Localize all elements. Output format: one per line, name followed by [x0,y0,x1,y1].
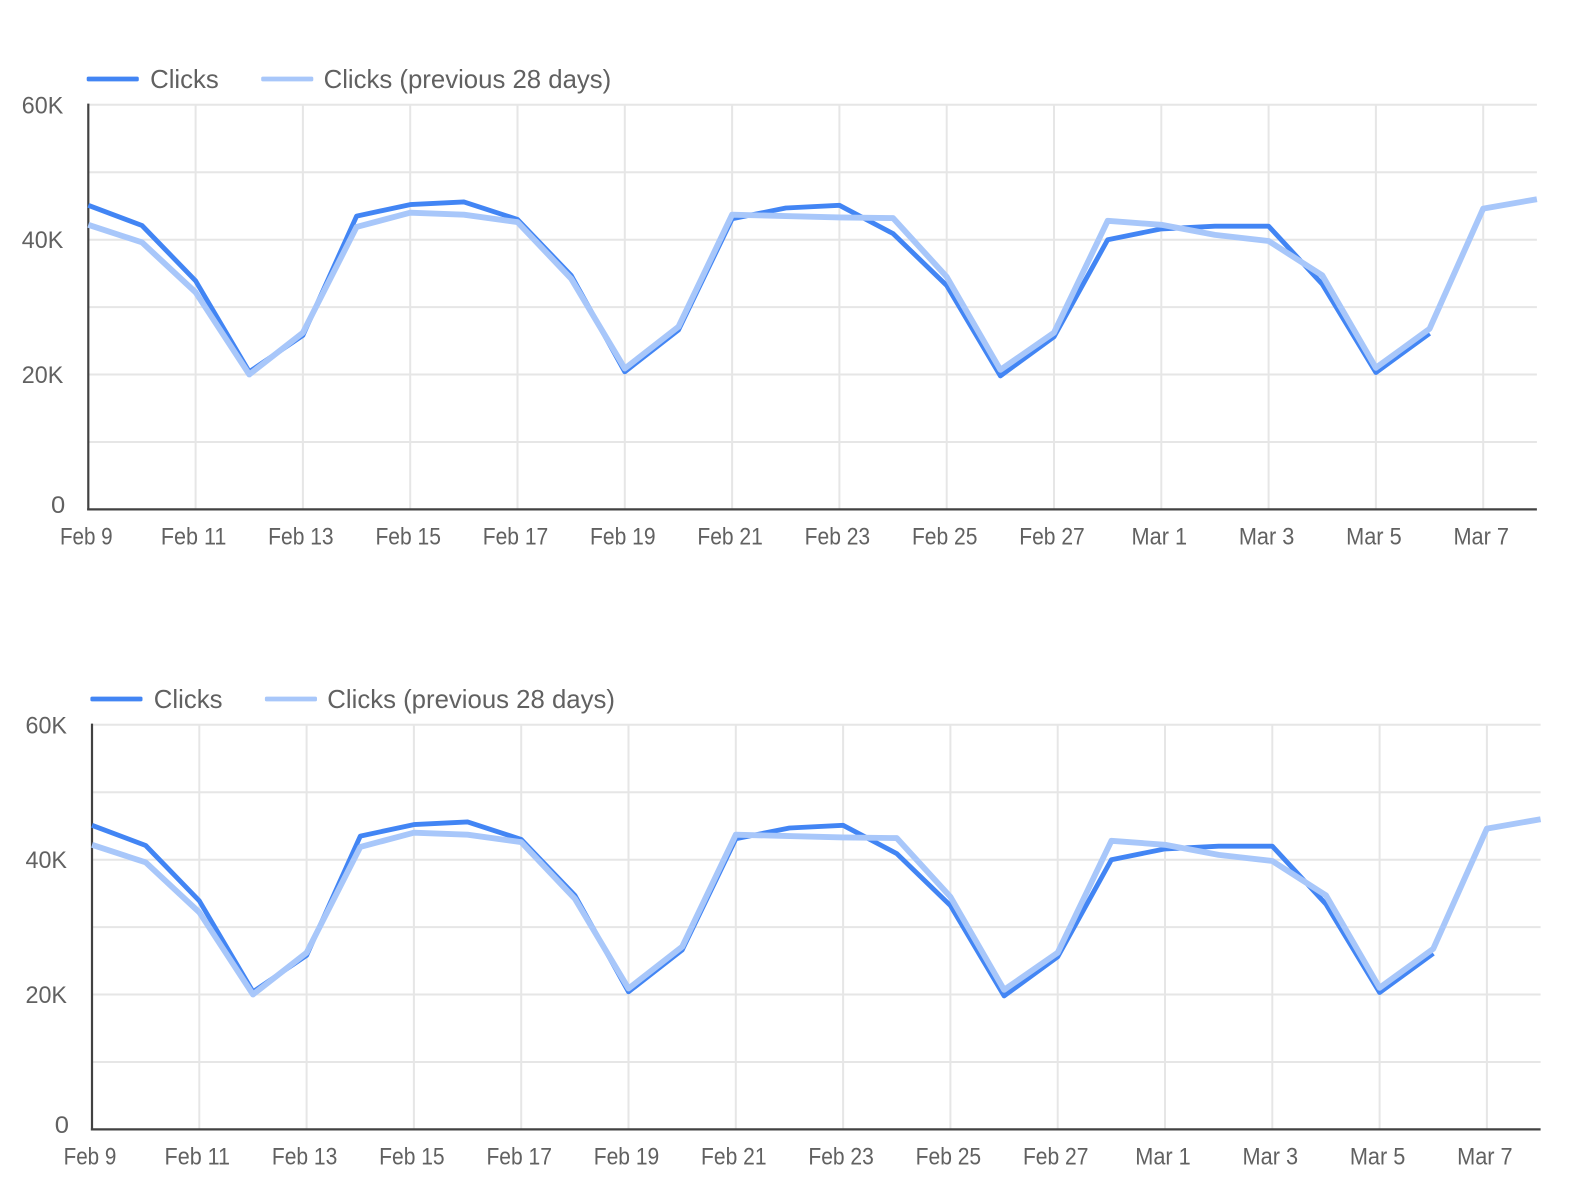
svg-text:Mar 7: Mar 7 [1457,1144,1513,1171]
svg-text:Feb 15: Feb 15 [379,1144,445,1171]
svg-text:Feb 25: Feb 25 [916,1144,982,1171]
svg-text:Clicks (previous 28 days): Clicks (previous 28 days) [324,66,612,94]
svg-text:Feb 13: Feb 13 [272,1144,338,1171]
svg-text:Clicks: Clicks [150,66,219,94]
svg-text:Mar 1: Mar 1 [1135,1144,1191,1171]
svg-text:Clicks: Clicks [154,686,223,714]
svg-text:Feb 21: Feb 21 [701,1144,767,1171]
svg-text:40K: 40K [25,847,66,874]
svg-text:Feb 25: Feb 25 [912,524,978,551]
svg-text:0: 0 [55,1112,69,1139]
svg-text:Feb 9: Feb 9 [60,524,113,551]
svg-text:Mar 7: Mar 7 [1453,524,1509,551]
svg-text:Feb 19: Feb 19 [590,524,656,551]
svg-text:Mar 5: Mar 5 [1350,1144,1406,1171]
svg-text:Feb 13: Feb 13 [268,524,334,551]
svg-text:Mar 1: Mar 1 [1132,524,1188,551]
svg-text:Feb 21: Feb 21 [697,524,763,551]
svg-text:Feb 19: Feb 19 [594,1144,660,1171]
svg-text:60K: 60K [22,92,64,119]
svg-text:20K: 20K [22,362,64,389]
svg-text:Clicks (previous 28 days): Clicks (previous 28 days) [327,686,615,714]
svg-text:Mar 3: Mar 3 [1243,1144,1299,1171]
svg-text:Feb 11: Feb 11 [161,524,227,551]
svg-text:0: 0 [51,492,65,519]
svg-text:20K: 20K [25,982,66,1009]
svg-text:Mar 5: Mar 5 [1346,524,1402,551]
svg-text:40K: 40K [22,227,64,254]
svg-text:60K: 60K [25,712,66,739]
svg-text:Feb 27: Feb 27 [1023,1144,1088,1171]
svg-text:Feb 23: Feb 23 [805,524,871,551]
svg-text:Feb 23: Feb 23 [808,1144,874,1171]
svg-text:Feb 11: Feb 11 [165,1144,231,1171]
svg-text:Feb 17: Feb 17 [486,1144,552,1171]
svg-text:Feb 9: Feb 9 [64,1144,117,1171]
svg-text:Feb 17: Feb 17 [483,524,549,551]
svg-text:Mar 3: Mar 3 [1239,524,1295,551]
svg-text:Feb 15: Feb 15 [375,524,441,551]
svg-text:Feb 27: Feb 27 [1019,524,1085,551]
